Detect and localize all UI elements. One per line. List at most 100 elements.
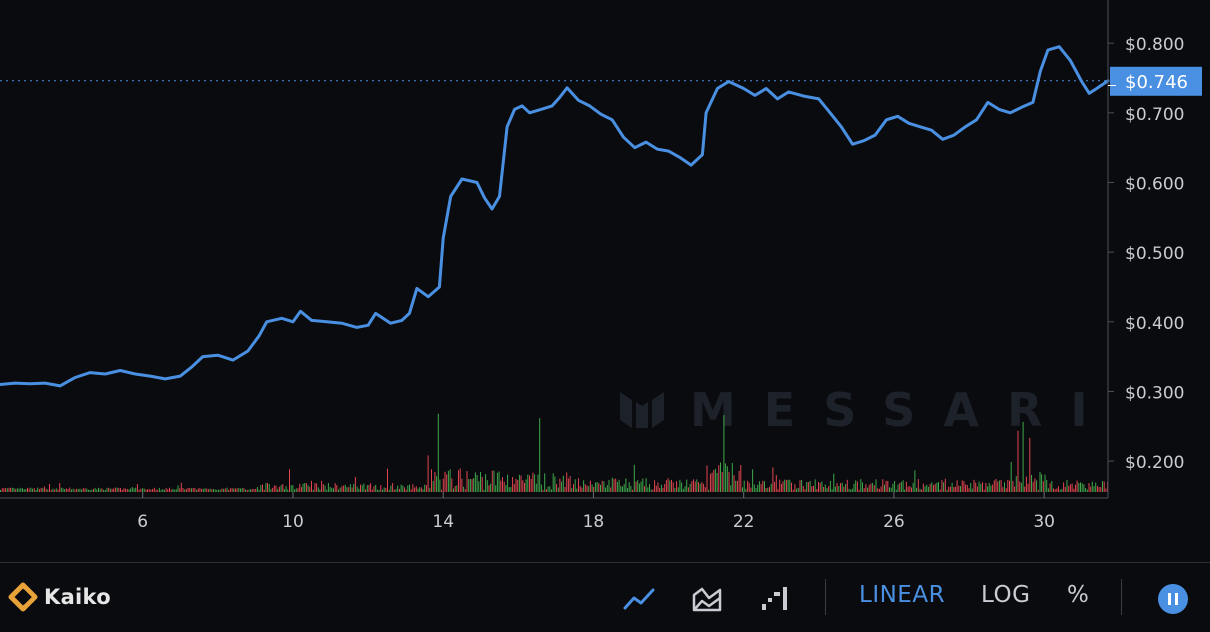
volume-bar [349, 484, 351, 492]
volume-bar [721, 472, 723, 492]
volume-bar [309, 486, 311, 492]
volume-bar [211, 489, 213, 492]
volume-bar [162, 489, 164, 492]
volume-bar [199, 487, 201, 492]
pause-button[interactable] [1158, 584, 1188, 614]
volume-bar [513, 484, 515, 492]
volume-bar [358, 488, 360, 492]
volume-bar [917, 479, 919, 492]
volume-bar [518, 474, 520, 492]
volume-bar [163, 489, 165, 492]
volume-bar [652, 489, 654, 492]
volume-bar [427, 455, 429, 492]
volume-bar [155, 489, 157, 492]
volume-bar [18, 488, 20, 492]
volume-bar [867, 487, 869, 492]
volume-bar [1083, 484, 1085, 492]
volume-bar [992, 484, 994, 492]
volume-bar [158, 487, 160, 492]
volume-bar [250, 489, 252, 492]
volume-bar [562, 475, 564, 492]
volume-bar [27, 487, 28, 492]
volume-bar [819, 482, 821, 492]
volume-bar [699, 483, 701, 492]
watermark-text: MESSARI [690, 383, 1116, 437]
volume-bar [1088, 483, 1090, 492]
volume-bar [103, 489, 105, 492]
volume-bar [486, 480, 488, 492]
volume-bar [574, 479, 576, 492]
volume-bar [606, 485, 608, 492]
volume-bar [821, 481, 823, 492]
volume-bar [792, 489, 794, 492]
price-chart[interactable]: MESSARI $0.800 $0.700 $0.600 $0.500 $0.400 $0… [0, 0, 1210, 562]
volume-bar [262, 484, 263, 492]
volume-bar [366, 485, 368, 492]
pause-icon [1168, 593, 1171, 605]
volume-bar [314, 483, 316, 492]
volume-bar [81, 489, 83, 492]
scale-log-button[interactable]: LOG [981, 582, 1031, 608]
volume-bar [1095, 482, 1097, 492]
volume-bar [605, 487, 607, 492]
volume-bar [508, 487, 510, 492]
volume-bar [6, 488, 8, 492]
volume-bar [422, 489, 424, 492]
volume-bar [1086, 489, 1088, 492]
volume-bar [1029, 438, 1031, 492]
volume-bar [388, 489, 390, 492]
volume-bar [194, 488, 196, 492]
volume-bar [846, 479, 848, 492]
y-tick-label: $0.500 [1125, 244, 1184, 264]
area-chart-icon[interactable] [690, 581, 724, 615]
volume-bar [436, 476, 438, 492]
volume-bar [618, 479, 620, 492]
volume-bar [1041, 474, 1043, 492]
step-chart-icon[interactable] [758, 581, 792, 615]
volume-bar [32, 488, 34, 492]
volume-bar [616, 481, 618, 492]
volume-bar [987, 486, 989, 492]
volume-bar [927, 486, 929, 492]
volume-bar [892, 483, 894, 492]
volume-bar [1073, 488, 1075, 492]
volume-bar [954, 486, 956, 492]
volume-bar [848, 488, 850, 492]
volume-bar [285, 486, 287, 492]
brand-name: Kaiko [44, 585, 111, 609]
chart-canvas[interactable]: MESSARI $0.800$0.700$0.600$0.500$0.400$0… [0, 0, 1210, 562]
volume-bar [192, 487, 194, 492]
line-chart-icon[interactable] [622, 581, 656, 615]
volume-bar [71, 489, 72, 492]
volume-bar [926, 484, 928, 492]
volume-bar [747, 480, 749, 492]
kaiko-brand: Kaiko [8, 581, 111, 613]
volume-bar [283, 489, 285, 492]
volume-bar [373, 486, 375, 492]
volume-bar [689, 483, 691, 492]
volume-bar [921, 489, 923, 492]
volume-bar [5, 488, 7, 492]
volume-bar [638, 483, 640, 492]
volume-bar [128, 489, 130, 492]
volume-bar [447, 471, 449, 492]
volume-bar [909, 486, 911, 492]
volume-bar [615, 478, 617, 492]
volume-bar [104, 490, 106, 492]
volume-bar [74, 489, 76, 492]
volume-bar [667, 478, 669, 492]
volume-bar [862, 482, 863, 492]
volume-bar [1039, 472, 1041, 492]
volume-bar [767, 487, 769, 492]
volume-bar [184, 489, 186, 492]
volume-bar [924, 486, 926, 492]
volume-bar [243, 488, 245, 492]
scale-linear-button[interactable]: LINEAR [859, 582, 946, 608]
volume-bar [11, 487, 13, 492]
volume-bar [870, 483, 872, 492]
volume-bar [498, 471, 500, 492]
volume-bar [649, 484, 650, 492]
volume-bar [65, 488, 67, 492]
volume-bar [201, 488, 203, 492]
scale-percent-button[interactable]: % [1067, 582, 1090, 608]
